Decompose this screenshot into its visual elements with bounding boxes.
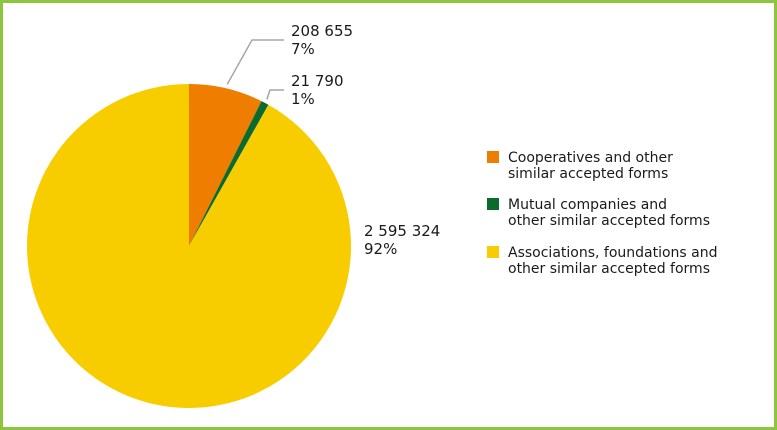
legend-label-1: other similar accepted forms <box>508 213 710 229</box>
value-label-2: 2 595 324 <box>364 222 440 240</box>
pie-slices <box>26 83 352 408</box>
legend-label-2: Associations, foundations and <box>508 245 718 261</box>
legend-label-0: Cooperatives and other <box>508 150 673 166</box>
pie-slice-1 <box>189 101 269 246</box>
leader-lines <box>226 39 284 100</box>
legend-swatch-0 <box>487 151 499 163</box>
legend-label-1: Mutual companies and <box>508 197 667 213</box>
legend-label-2: other similar accepted forms <box>508 261 710 277</box>
percent-label-2: 92% <box>364 240 397 258</box>
legend-label-0: similar accepted forms <box>508 166 668 182</box>
percent-label-0: 7% <box>291 40 315 58</box>
percent-label-1: 1% <box>291 90 315 108</box>
pie-slice-0 <box>189 84 262 246</box>
leader-line-0 <box>226 39 284 85</box>
value-label-1: 21 790 <box>291 72 344 90</box>
pie-slice-2 <box>26 83 352 408</box>
value-label-0: 208 655 <box>291 22 353 40</box>
legend-swatch-2 <box>487 246 499 258</box>
leader-line-1 <box>266 89 284 100</box>
legend-swatch-1 <box>487 198 499 210</box>
